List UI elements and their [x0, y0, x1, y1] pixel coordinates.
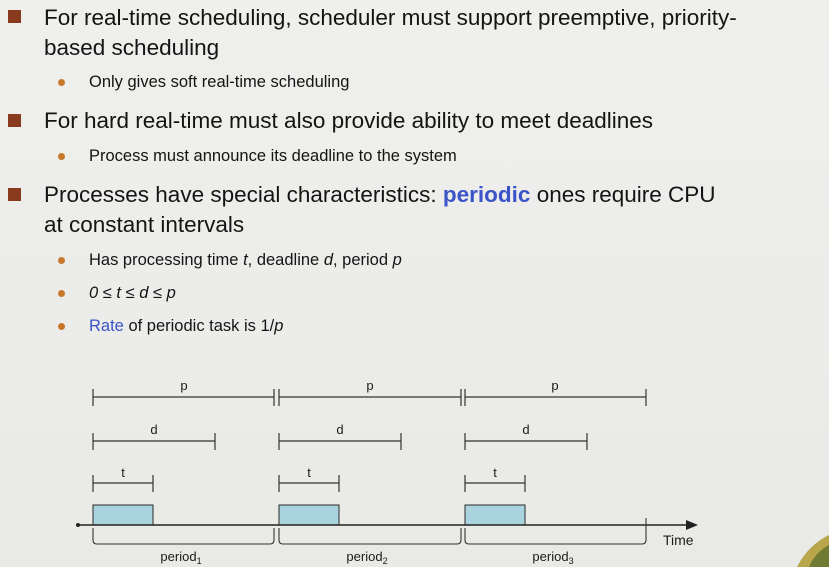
- period-brace-2: [278, 528, 462, 545]
- sub1-var-t: t: [243, 251, 248, 269]
- time-label: Time: [663, 532, 694, 548]
- bullet-3-post: ones require CPU: [530, 182, 716, 207]
- square-bullet-icon: [8, 10, 21, 23]
- bullet-3-pre: Processes have special characteristics:: [44, 182, 443, 207]
- dot-bullet-icon: [58, 153, 65, 160]
- p-label-3: p: [551, 378, 558, 393]
- sub3-var-p: p: [274, 317, 284, 335]
- sub1-text-a: Has processing time: [89, 251, 244, 269]
- processing-bar-2: [278, 504, 340, 526]
- rate-highlight: Rate: [89, 317, 124, 335]
- period-label-1: period1: [160, 549, 201, 566]
- dot-bullet-icon: [58, 79, 65, 86]
- bullet-2-sub-1: Process must announce its deadline to th…: [89, 147, 457, 165]
- inequality-text: 0 ≤ t ≤ d ≤ p: [89, 284, 176, 302]
- square-bullet-icon: [8, 188, 21, 201]
- square-bullet-icon: [8, 114, 21, 127]
- corner-leaf-icon: [797, 535, 829, 567]
- d-label-1: d: [150, 422, 157, 437]
- bullet-1-line-1: For real-time scheduling, scheduler must…: [44, 5, 737, 30]
- bullet-3: Processes have special characteristics: …: [44, 180, 824, 240]
- period-label-3: period3: [532, 549, 573, 566]
- p-label-1: p: [180, 378, 187, 393]
- bullet-3-line-2: at constant intervals: [44, 212, 245, 237]
- period-brace-3: [464, 528, 647, 545]
- p-label-2: p: [366, 378, 373, 393]
- processing-bar-1: [92, 504, 154, 526]
- bullet-1-line-2: based scheduling: [44, 35, 220, 60]
- bullet-3-sub-2: 0 ≤ t ≤ d ≤ p: [89, 282, 176, 304]
- periodic-highlight: periodic: [442, 182, 531, 207]
- sub1-var-p: p: [392, 251, 402, 269]
- bullet-3-sub-3: Rate of periodic task is 1/p: [89, 315, 283, 337]
- dot-bullet-icon: [58, 323, 65, 330]
- period-label-2: period2: [346, 549, 387, 566]
- time-arrow-icon: [686, 520, 698, 530]
- period-brace-1: [92, 528, 275, 545]
- bullet-2: For hard real-time must also provide abi…: [44, 108, 654, 133]
- dot-bullet-icon: [58, 290, 65, 297]
- sub1-text-b: , deadline: [247, 251, 324, 269]
- dot-bullet-icon: [58, 257, 65, 264]
- t-label-2: t: [307, 465, 311, 480]
- sub1-text-c: , period: [333, 251, 393, 269]
- axis-start-dot: [76, 523, 80, 527]
- t-label-3: t: [493, 465, 497, 480]
- t-label-1: t: [121, 465, 125, 480]
- bullet-1: For real-time scheduling, scheduler must…: [44, 3, 824, 63]
- d-label-2: d: [336, 422, 343, 437]
- processing-bar-3: [464, 504, 526, 526]
- bullet-1-sub-1: Only gives soft real-time scheduling: [89, 73, 350, 91]
- sub3-text: of periodic task is 1/: [123, 317, 275, 335]
- bullet-3-sub-1: Has processing time t, deadline d, perio…: [89, 249, 402, 271]
- d-label-3: d: [522, 422, 529, 437]
- sub1-var-d: d: [323, 251, 333, 269]
